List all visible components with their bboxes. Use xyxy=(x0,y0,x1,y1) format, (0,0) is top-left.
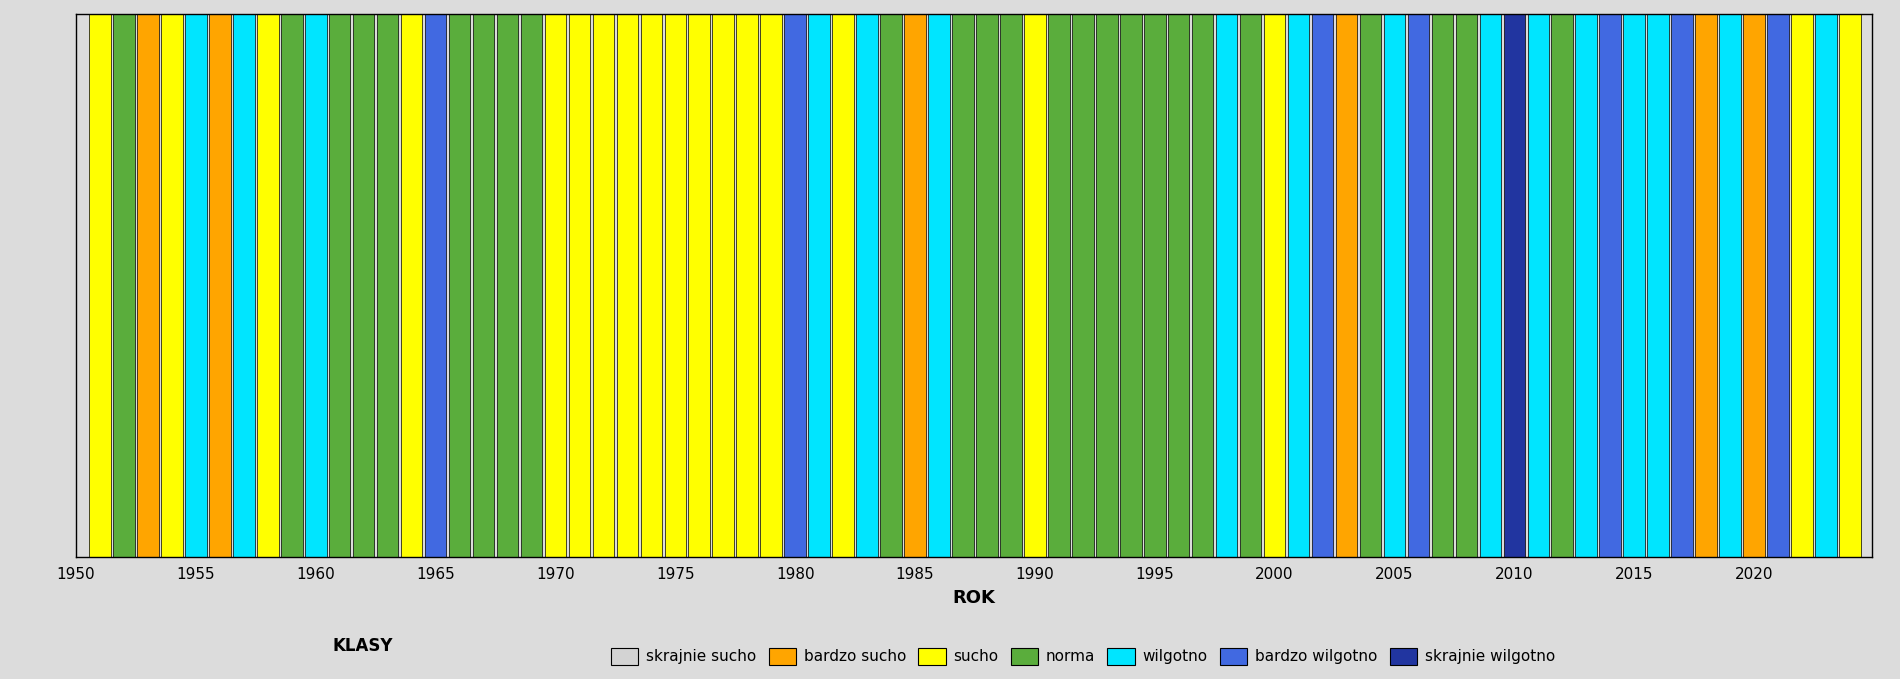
Bar xyxy=(1383,14,1406,557)
Bar xyxy=(1431,14,1454,557)
Bar xyxy=(1528,14,1548,557)
Bar xyxy=(640,14,661,557)
Bar xyxy=(137,14,160,557)
Bar xyxy=(760,14,783,557)
Bar xyxy=(114,14,135,557)
Bar xyxy=(1168,14,1189,557)
Legend: skrajnie sucho, bardzo sucho, sucho, norma, wilgotno, bardzo wilgotno, skrajnie : skrajnie sucho, bardzo sucho, sucho, nor… xyxy=(612,648,1554,665)
Bar xyxy=(184,14,207,557)
Bar xyxy=(688,14,711,557)
X-axis label: ROK: ROK xyxy=(952,589,996,607)
Bar xyxy=(1720,14,1740,557)
Bar xyxy=(1480,14,1501,557)
Bar xyxy=(1503,14,1526,557)
Bar xyxy=(808,14,830,557)
Bar xyxy=(1814,14,1837,557)
Bar xyxy=(304,14,327,557)
Bar xyxy=(1144,14,1165,557)
Bar xyxy=(1096,14,1117,557)
Bar xyxy=(1792,14,1813,557)
Bar xyxy=(1024,14,1045,557)
Bar xyxy=(1623,14,1645,557)
Text: KLASY: KLASY xyxy=(332,638,393,655)
Bar xyxy=(929,14,950,557)
Bar xyxy=(1455,14,1476,557)
Bar xyxy=(1264,14,1286,557)
Bar xyxy=(1552,14,1573,557)
Bar xyxy=(977,14,998,557)
Bar xyxy=(281,14,302,557)
Bar xyxy=(1360,14,1381,557)
Bar xyxy=(1049,14,1070,557)
Bar xyxy=(568,14,591,557)
Bar xyxy=(1695,14,1718,557)
Bar xyxy=(545,14,566,557)
Bar xyxy=(473,14,494,557)
Bar xyxy=(737,14,758,557)
Bar xyxy=(952,14,975,557)
Bar xyxy=(496,14,519,557)
Bar xyxy=(999,14,1022,557)
Bar xyxy=(256,14,279,557)
Bar xyxy=(353,14,374,557)
Bar xyxy=(1575,14,1598,557)
Bar xyxy=(832,14,853,557)
Bar xyxy=(1767,14,1788,557)
Bar xyxy=(401,14,422,557)
Bar xyxy=(448,14,471,557)
Bar xyxy=(1744,14,1765,557)
Bar xyxy=(857,14,878,557)
Bar xyxy=(209,14,230,557)
Bar xyxy=(162,14,182,557)
Bar xyxy=(1839,14,1860,557)
Bar xyxy=(1408,14,1429,557)
Bar xyxy=(1241,14,1262,557)
Bar xyxy=(665,14,686,557)
Bar xyxy=(89,14,110,557)
Bar xyxy=(234,14,255,557)
Bar xyxy=(329,14,350,557)
Bar xyxy=(904,14,925,557)
Bar xyxy=(1672,14,1693,557)
Bar xyxy=(1647,14,1668,557)
Bar xyxy=(880,14,902,557)
Bar xyxy=(785,14,806,557)
Bar xyxy=(1600,14,1621,557)
Bar xyxy=(618,14,638,557)
Bar xyxy=(1216,14,1237,557)
Bar xyxy=(1288,14,1309,557)
Bar xyxy=(1336,14,1357,557)
Bar xyxy=(1072,14,1094,557)
Bar xyxy=(521,14,541,557)
Bar xyxy=(1191,14,1214,557)
Bar xyxy=(593,14,614,557)
Bar xyxy=(376,14,399,557)
Bar xyxy=(426,14,446,557)
Bar xyxy=(1311,14,1334,557)
Bar xyxy=(712,14,733,557)
Bar xyxy=(1119,14,1142,557)
